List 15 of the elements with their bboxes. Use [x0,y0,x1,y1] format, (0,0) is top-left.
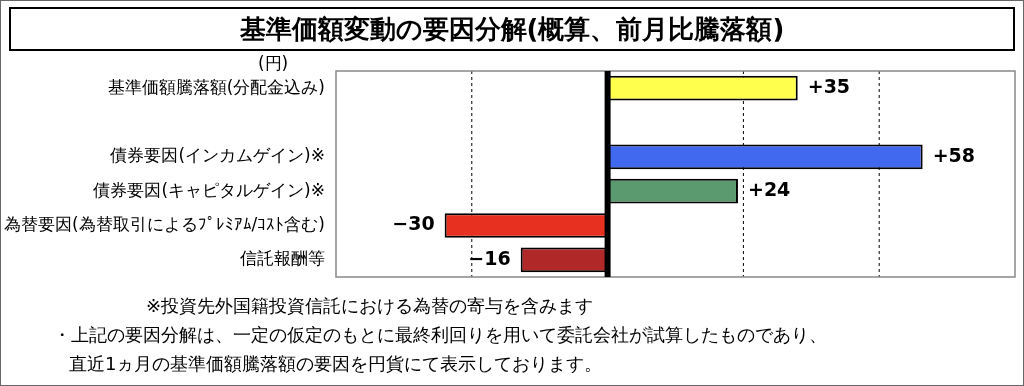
chart-title: 基準価額変動の要因分解(概算、前月比騰落額) [9,7,1015,51]
data-label: +35 [807,75,851,98]
data-label: −30 [392,212,435,235]
y-tick-label: 基準価額騰落額(分配金込み) [107,76,325,97]
data-label: −16 [468,246,511,269]
y-tick-label: 債券要因(インカムゲイン)※ [110,145,325,166]
y-tick-label: 為替要因(為替取引によるﾌﾟﾚﾐｱﾑ/ｺｽﾄ含む) [3,213,325,234]
data-label: +24 [747,178,791,201]
data-label: +58 [932,143,976,166]
y-tick-label: 債券要因(キャピタルゲイン)※ [93,179,325,200]
text: ※投資先外国籍投資信託における為替の寄与を含みます [145,294,595,318]
text: ・上記の要因分解は、一定の仮定のもとに最終利回りを用いて委託会社が試算したものであり、 [52,323,828,347]
y-tick-label: 信託報酬等 [239,248,325,269]
text: 直近1ヵ月の基準価額騰落額の要因を円貨にて表示しております。 [68,352,604,376]
y-axis-title: (円) [257,52,289,73]
